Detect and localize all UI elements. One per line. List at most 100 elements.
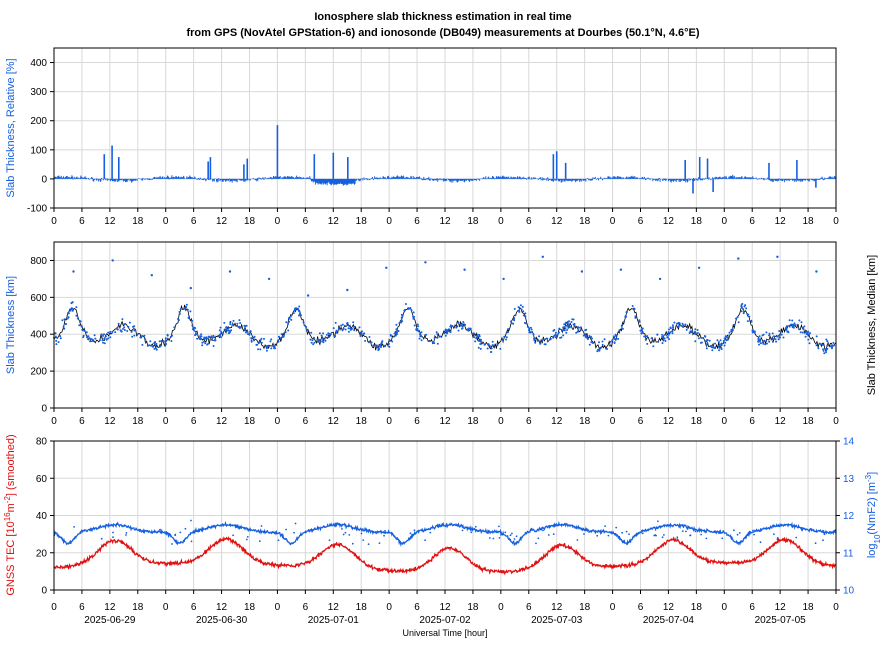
slab-point [775, 340, 778, 343]
y-tick-label: 400 [30, 58, 47, 69]
slab-point [207, 335, 210, 338]
slab-point [226, 329, 229, 332]
nmf2-point [681, 530, 684, 532]
nmf2-point [655, 534, 657, 537]
date-label: 2025-06-29 [84, 615, 136, 626]
slab-point [461, 323, 464, 326]
slab-point [185, 303, 188, 306]
nmf2-point [635, 534, 638, 537]
slab-point [771, 340, 774, 343]
nmf2-point [661, 536, 664, 539]
slab-point [159, 345, 161, 348]
nmf2-point [367, 543, 370, 546]
nmf2-point [351, 542, 354, 545]
slab-point [696, 332, 699, 335]
date-label: 2025-07-02 [419, 615, 471, 626]
date-label: 2025-07-04 [643, 615, 695, 626]
slab-point [650, 337, 653, 340]
slab-point [67, 316, 70, 319]
slab-point [111, 331, 114, 333]
x-tick-label: 6 [79, 416, 85, 427]
slab-point [491, 340, 494, 343]
slab-point [259, 348, 262, 351]
x-tick-label: 6 [638, 602, 644, 613]
slab-point [319, 340, 322, 343]
slab-point [638, 320, 641, 323]
nmf2-point [547, 534, 550, 536]
slab-point [802, 327, 805, 330]
slab-point [731, 328, 734, 330]
slab-point [358, 326, 361, 329]
x-tick-label: 6 [191, 216, 197, 227]
slab-point [305, 326, 308, 328]
slab-point [774, 338, 777, 341]
y-tick-label: 100 [30, 145, 47, 156]
slab-point [66, 317, 69, 320]
x-tick-label: 6 [303, 216, 309, 227]
x-tick-label: 0 [275, 602, 281, 613]
slab-outlier-point [697, 266, 701, 269]
slab-point [669, 331, 671, 334]
y2-tick-label: 13 [843, 474, 855, 485]
x-tick-label: 0 [610, 216, 616, 227]
slab-point [743, 305, 746, 308]
slab-point [700, 341, 703, 344]
slab-point [433, 337, 436, 339]
nmf2-line [53, 520, 837, 547]
slab-point [66, 312, 69, 315]
x-tick-label: 18 [244, 416, 256, 427]
slab-point [588, 335, 591, 337]
slab-point [75, 314, 78, 317]
nmf2-point [184, 527, 187, 530]
slab-point [245, 331, 247, 334]
slab-point [601, 343, 604, 346]
slab-point [662, 339, 665, 342]
slab-point [225, 326, 228, 329]
nmf2-point [714, 530, 717, 533]
slab-point [478, 333, 481, 336]
x-tick-label: 12 [551, 416, 563, 427]
slab-point [277, 339, 279, 342]
x-tick-label: 6 [414, 416, 420, 427]
nmf2-point [396, 537, 398, 539]
slab-point [719, 339, 722, 342]
slab-point [758, 343, 760, 346]
slab-point [617, 337, 620, 340]
slab-point [78, 324, 81, 327]
slab-point [412, 311, 415, 314]
slab-point [164, 339, 167, 342]
x-tick-label: 0 [722, 216, 728, 227]
slab-point [388, 345, 391, 348]
slab-point [312, 336, 315, 339]
slab-point [287, 329, 290, 332]
slab-point [621, 327, 624, 330]
slab-point [745, 307, 748, 310]
slab-point [378, 345, 381, 348]
x-tick-label: 0 [610, 602, 616, 613]
slab-point [831, 347, 833, 350]
slab-point [247, 333, 249, 336]
x-tick-label: 12 [775, 602, 787, 613]
slab-point [772, 335, 775, 338]
slab-point [260, 337, 263, 340]
slab-point [144, 338, 147, 341]
x-tick-label: 0 [51, 216, 57, 227]
slab-point [219, 333, 222, 336]
slab-point [669, 326, 672, 329]
slab-point [154, 347, 157, 350]
nmf2-point [171, 543, 173, 545]
slab-point [694, 340, 697, 343]
slab-point [218, 329, 221, 332]
slab-point [395, 328, 398, 331]
x-tick-label: 18 [579, 416, 591, 427]
nmf2-point [384, 530, 386, 532]
date-label: 2025-07-01 [308, 615, 360, 626]
slab-point [293, 309, 296, 312]
nmf2-point [504, 531, 507, 534]
nmf2-point [384, 532, 387, 534]
slab-point [664, 339, 667, 342]
nmf2-point [689, 534, 691, 537]
slab-point [139, 336, 142, 339]
panel-tec-y2label: log10(NmF2) [m-3] [864, 472, 882, 558]
slab-point [164, 340, 167, 343]
